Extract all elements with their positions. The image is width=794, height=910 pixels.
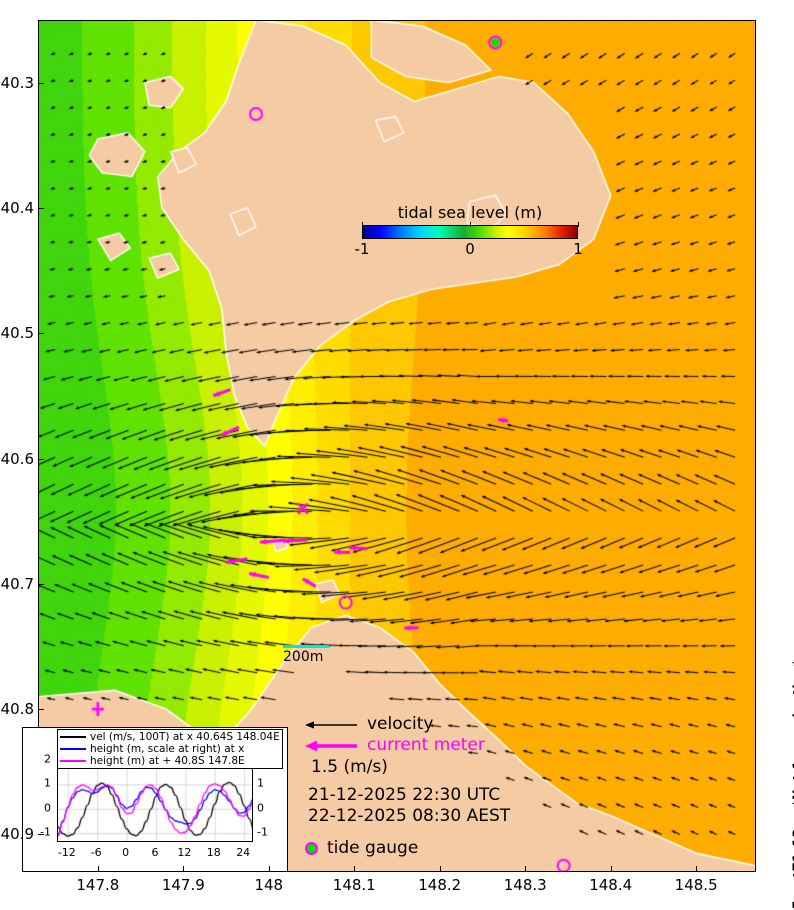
x-axis-tick: 148	[254, 876, 284, 894]
x-axis-tick: 148.1	[332, 876, 376, 894]
tide-gauge-marker-icon	[305, 841, 318, 855]
y-axis-tick: -40.8	[0, 700, 34, 719]
y-axis-tickmark	[38, 82, 44, 84]
tide-gauge-legend-label: tide gauge	[327, 838, 419, 858]
inset-timeseries-plot: vel (m/s, 100T) at x 40.64S 148.04E heigh…	[22, 727, 288, 872]
colorbar-tickmark	[362, 222, 363, 227]
current-meter-arrow-icon	[305, 738, 357, 752]
timestamp-local: 22-12-2025 08:30 AEST	[308, 806, 511, 827]
inset-legend-row: height (m, scale at right) at x	[60, 743, 280, 755]
y-axis-tickmark	[38, 709, 44, 711]
inset-x-tick: 18	[206, 846, 221, 859]
inset-y-tick-left: 0	[44, 801, 51, 815]
inset-y-tick-right: 0	[257, 801, 264, 815]
inset-legend-row: vel (m/s, 100T) at x 40.64S 148.04E	[60, 731, 280, 743]
colorbar-tick-labels: -1 0 1	[355, 222, 583, 260]
inset-y-tick-right: 1	[257, 776, 264, 790]
inset-y-tick-right: -1	[257, 825, 268, 839]
y-axis-tick: -40.5	[0, 324, 34, 343]
x-axis-tickmark	[610, 866, 612, 872]
inset-legend-label: height (m, scale at right) at x	[90, 743, 245, 755]
x-axis-tickmark	[354, 866, 356, 872]
inset-plot-area	[57, 754, 253, 842]
vector-legend: velocity current meter 1.5 (m/s)	[305, 713, 485, 777]
timestamp-block: 21-12-2025 22:30 UTC 22-12-2025 08:30 AE…	[308, 785, 510, 828]
inset-y-tick-left: 1	[44, 776, 51, 790]
legend-row-velocity: velocity	[305, 713, 485, 734]
legend-row-current-meter: current meter	[305, 734, 485, 755]
colorbar-tick: 1	[573, 240, 583, 258]
x-axis-tick: 147.8	[76, 876, 120, 894]
inset-x-tick: -6	[90, 846, 102, 859]
colorbar-tickmark	[578, 222, 579, 227]
inset-legend-swatch	[60, 736, 86, 738]
inset-y-tick-left: 2	[44, 752, 51, 766]
inset-curves	[58, 755, 252, 841]
timestamp-utc: 21-12-2025 22:30 UTC	[308, 785, 501, 805]
inset-legend-label: vel (m/s, 100T) at x 40.64S 148.04E	[90, 731, 280, 743]
y-axis-tick: -40.3	[0, 73, 34, 92]
inset-legend-row: height (m) at + 40.8S 147.8E	[60, 755, 280, 767]
inset-legend: vel (m/s, 100T) at x 40.64S 148.04E heigh…	[57, 729, 283, 769]
inset-y-tick-left: -1	[40, 825, 51, 839]
y-axis-tickmark	[38, 834, 44, 836]
x-axis-tick: 148.3	[503, 876, 547, 894]
current-meter-legend-label: current meter	[367, 734, 485, 755]
x-axis-tickmark	[97, 866, 99, 872]
x-axis-tick: 148.2	[418, 876, 462, 894]
inset-x-tick: 12	[177, 846, 192, 859]
inset-x-tick: -12	[57, 846, 76, 859]
y-axis-tick: -40.4	[0, 198, 34, 217]
inset-legend-swatch	[60, 748, 86, 750]
y-axis-tickmark	[38, 458, 44, 460]
x-axis-tickmark	[525, 866, 527, 872]
colorbar: tidal sea level (m) -1 0 1	[345, 203, 595, 260]
x-axis-tick: 148.4	[589, 876, 633, 894]
scale-bar: 200m	[283, 645, 329, 665]
colorbar-tick: 0	[465, 240, 475, 258]
tide-gauge-legend: tide gauge	[305, 838, 418, 858]
velocity-scale-label: 1.5 (m/s)	[311, 757, 388, 777]
inset-legend-swatch	[60, 760, 86, 762]
colorbar-tickmark	[470, 222, 471, 227]
x-axis-tickmark	[183, 866, 185, 872]
inset-x-tick: 24	[236, 846, 251, 859]
y-axis-tick: -40.6	[0, 449, 34, 468]
y-axis-tick: -40.7	[0, 574, 34, 593]
colorbar-tick: -1	[354, 240, 370, 258]
y-axis-tickmark	[38, 333, 44, 335]
velocity-arrow-icon	[305, 717, 357, 731]
scale-bar-line	[283, 645, 329, 648]
x-axis-tickmark	[439, 866, 441, 872]
x-axis-tickmark	[268, 866, 270, 872]
x-axis-tickmark	[696, 866, 698, 872]
inset-legend-label: height (m) at + 40.8S 147.8E	[90, 755, 245, 767]
velocity-legend-label: velocity	[367, 713, 434, 734]
y-axis-tickmark	[38, 583, 44, 585]
y-axis-tick: -40.9	[0, 825, 34, 844]
y-axis-tickmark	[38, 207, 44, 209]
x-axis-tick: 147.9	[161, 876, 205, 894]
colorbar-title: tidal sea level (m)	[397, 203, 543, 222]
scale-bar-label: 200m	[283, 649, 324, 665]
colorbar-gradient	[362, 225, 578, 239]
inset-x-tick: 6	[151, 846, 159, 859]
inset-x-tick: 0	[122, 846, 130, 859]
x-axis-tick: 148.5	[674, 876, 718, 894]
